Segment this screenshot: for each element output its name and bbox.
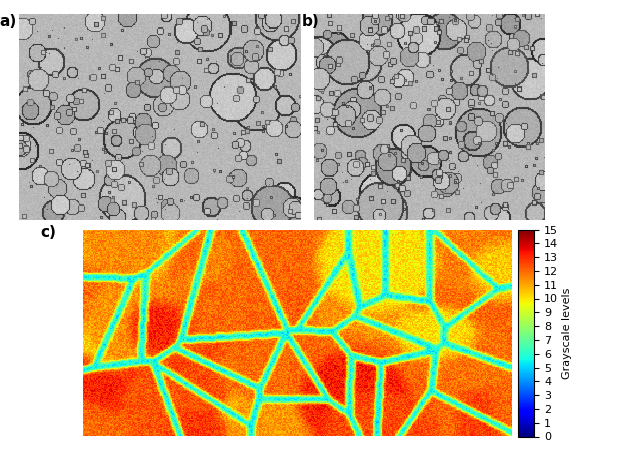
Text: a): a)	[0, 14, 17, 28]
Text: c): c)	[40, 225, 56, 240]
Text: b): b)	[302, 14, 320, 28]
Y-axis label: Grayscale levels: Grayscale levels	[563, 287, 572, 379]
